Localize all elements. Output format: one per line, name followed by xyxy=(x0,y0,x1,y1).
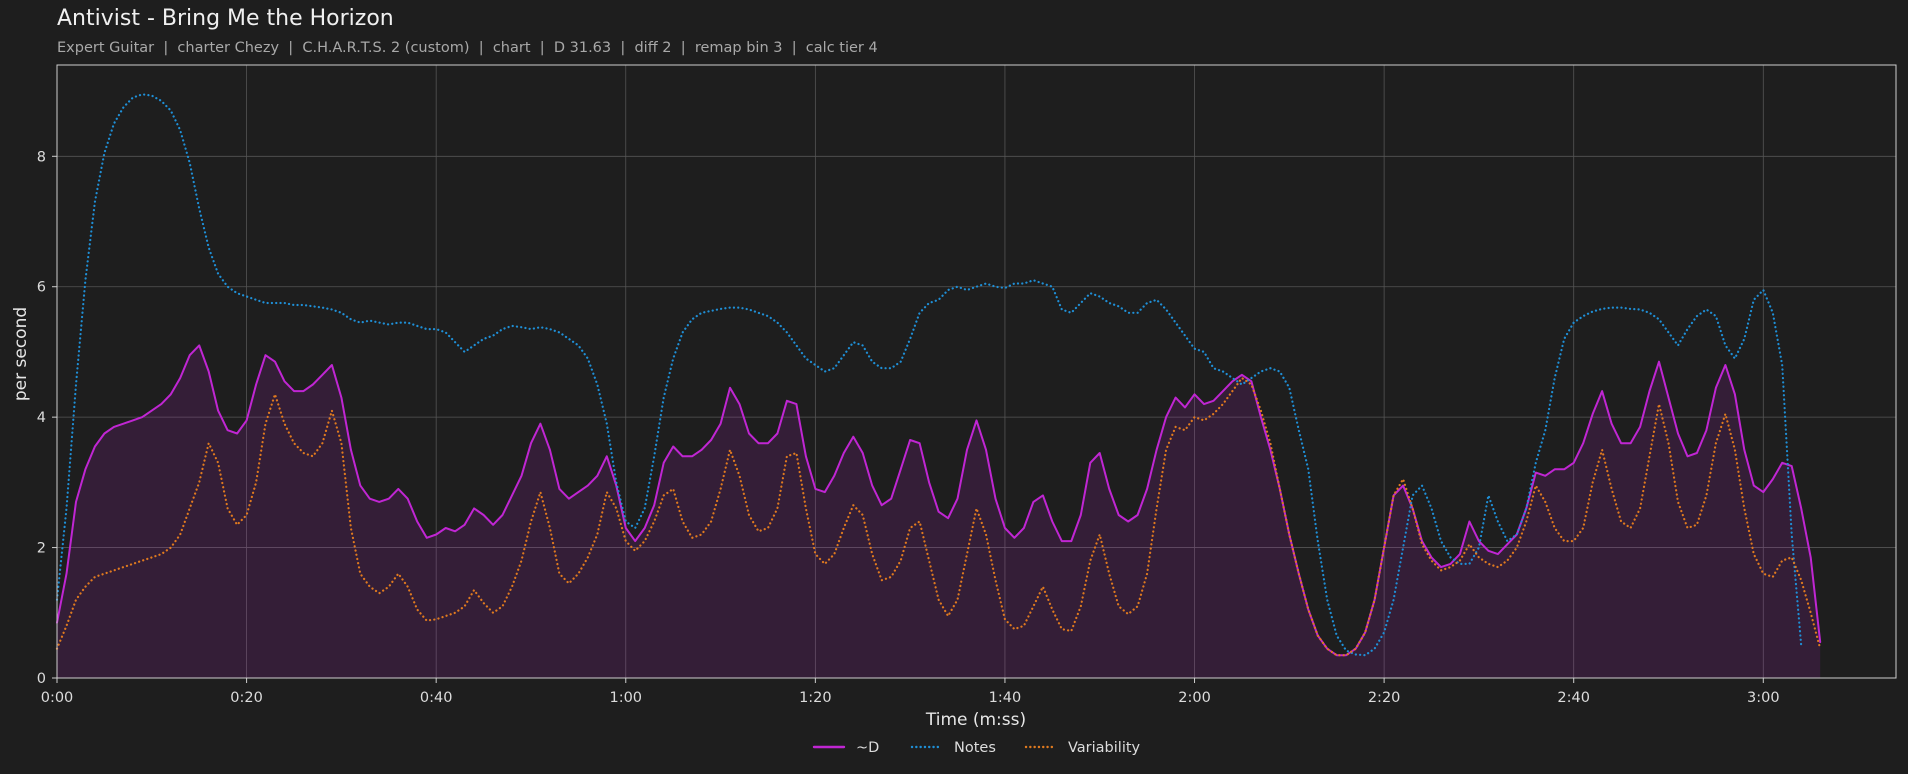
legend: ~D Notes Variability xyxy=(812,740,1141,756)
y-axis-label: per second xyxy=(11,307,31,401)
y-tick-label: 6 xyxy=(37,280,46,296)
series-variability-line xyxy=(55,376,1822,657)
y-tick-label: 8 xyxy=(37,149,46,165)
x-tick-label: 0:40 xyxy=(420,690,453,706)
y-tick-label: 0 xyxy=(37,671,46,687)
y-tick-label: 2 xyxy=(37,541,46,557)
series-notes-line xyxy=(55,93,1803,657)
x-tick-label: 0:20 xyxy=(230,690,263,706)
x-tick-label: 2:20 xyxy=(1368,690,1401,706)
plot-frame xyxy=(56,64,1897,679)
x-tick-label: 3:00 xyxy=(1747,690,1780,706)
x-tick-label: 0:00 xyxy=(41,690,74,706)
x-tick-label: 2:40 xyxy=(1557,690,1590,706)
y-tick-label: 4 xyxy=(37,410,46,426)
legend-label-d: ~D xyxy=(856,740,879,756)
chart-subtitle: Expert Guitar | charter Chezy | C.H.A.R.… xyxy=(57,40,878,56)
legend-label-notes: Notes xyxy=(954,740,996,756)
x-tick-label: 1:40 xyxy=(989,690,1022,706)
series-layer xyxy=(55,93,1822,678)
chart-title: Antivist - Bring Me the Horizon xyxy=(57,6,394,31)
x-tick-label: 2:00 xyxy=(1178,690,1211,706)
y-axis-ticks: 0 2 4 6 8 xyxy=(37,149,57,687)
x-tick-label: 1:20 xyxy=(799,690,832,706)
x-tick-label: 1:00 xyxy=(609,690,642,706)
legend-label-variability: Variability xyxy=(1068,740,1141,756)
x-axis-label: Time (m:ss) xyxy=(925,710,1026,730)
x-axis-ticks: 0:00 0:20 0:40 1:00 1:20 1:40 2:00 2:20 2:40 3:00 xyxy=(41,678,1780,706)
